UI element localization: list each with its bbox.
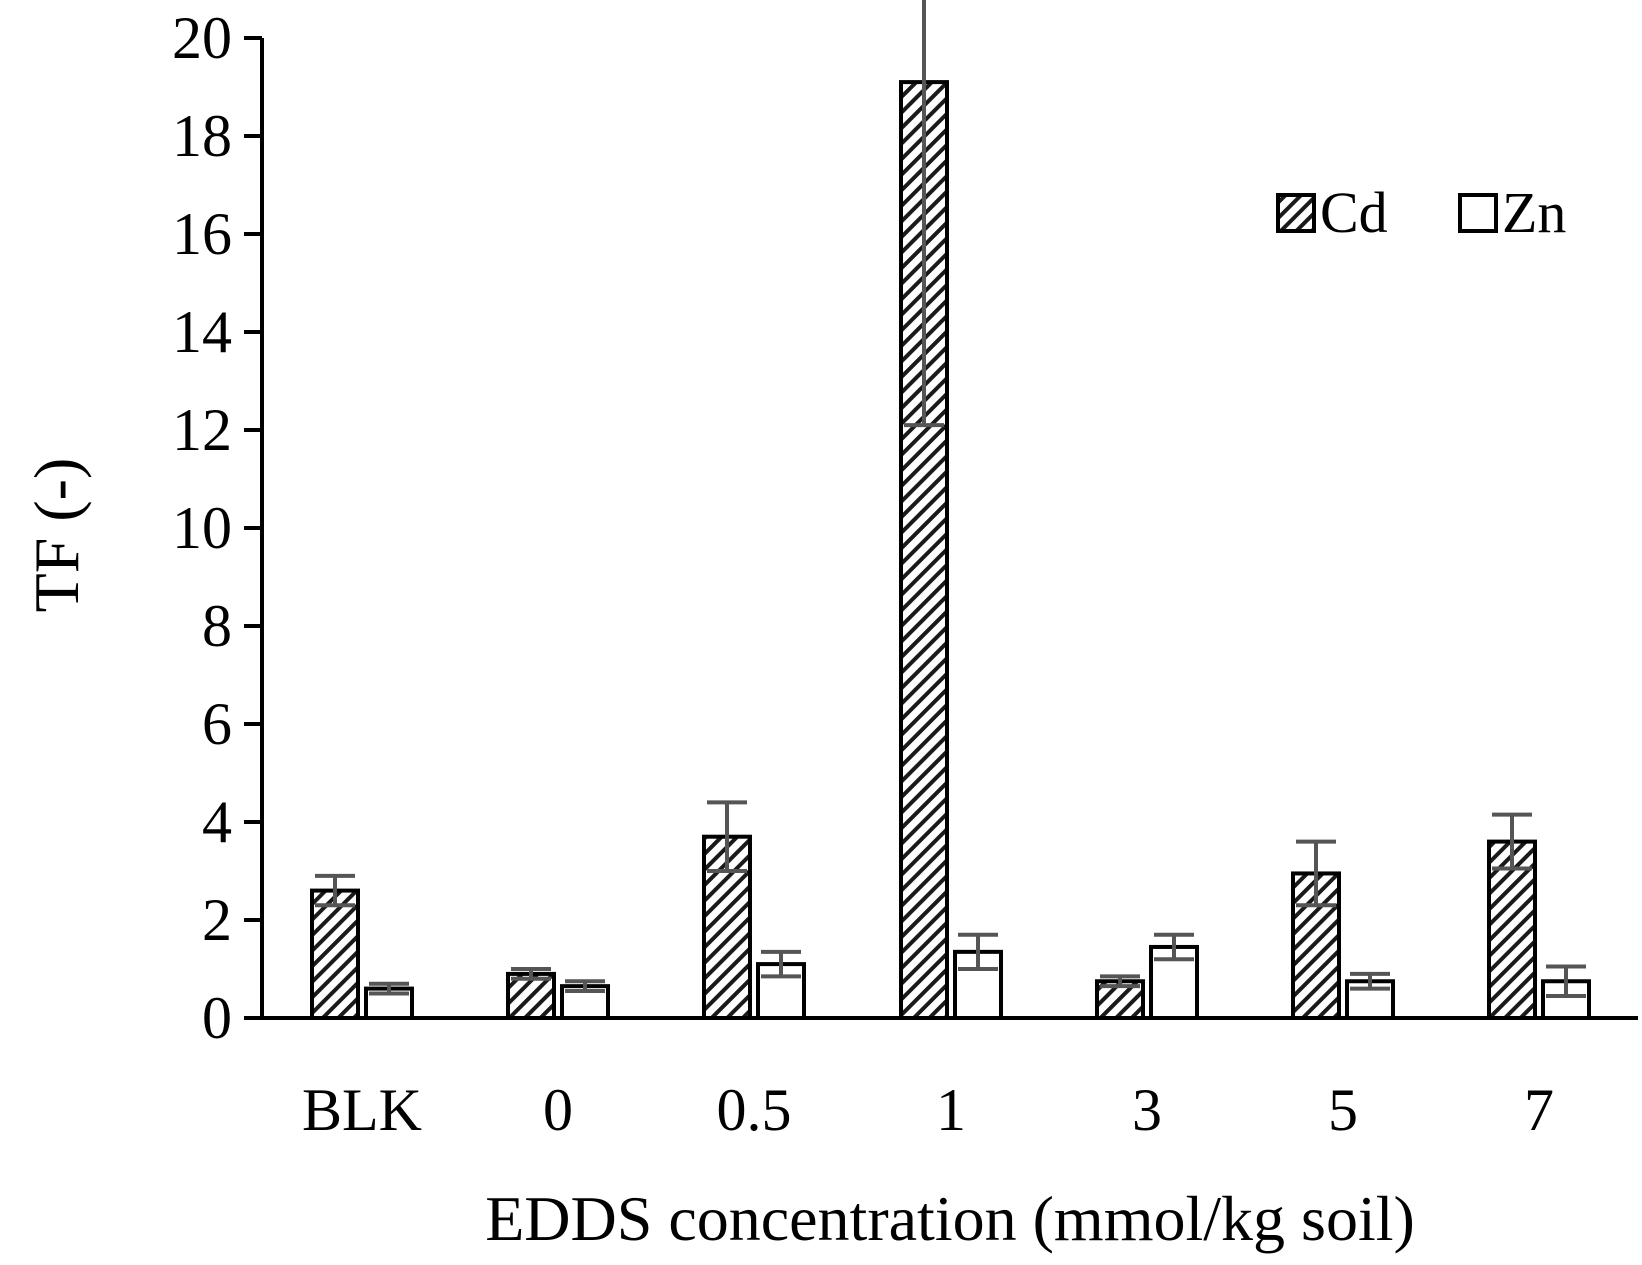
bar-cd <box>310 888 360 1020</box>
x-tick-label: 5 <box>1328 1077 1358 1143</box>
plot-area: 0 2 4 6 8 10 12 14 16 18 20 BLK 0 0.5 1 3 5 7 Cd Zn <box>172 0 1638 1143</box>
y-tick-label: 14 <box>172 299 232 365</box>
x-tick-label: 1 <box>936 1077 966 1143</box>
y-tick-label: 20 <box>172 5 232 71</box>
legend-swatch-zn <box>1458 193 1498 233</box>
x-tick-label: BLK <box>302 1077 422 1143</box>
y-tick-label: 18 <box>172 103 232 169</box>
x-tick-label: 3 <box>1132 1077 1162 1143</box>
y-tick-label: 0 <box>202 985 232 1051</box>
y-tick-label: 10 <box>172 495 232 561</box>
y-axis-title-group: TF (-) <box>21 458 92 613</box>
legend-swatch-cd <box>1276 193 1316 233</box>
bar-cd <box>506 971 556 1021</box>
y-tick-label: 12 <box>172 397 232 463</box>
y-tick-label: 2 <box>202 887 232 953</box>
y-axis-title: TF (-) <box>21 458 92 613</box>
y-tick-label: 4 <box>202 789 232 855</box>
y-tick-label: 16 <box>172 201 232 267</box>
y-tick-label: 8 <box>202 593 232 659</box>
bar-cd <box>1487 839 1537 1020</box>
legend-label-cd: Cd <box>1320 180 1388 245</box>
x-tick-label: 7 <box>1524 1077 1554 1143</box>
x-tick-label: 0.5 <box>717 1077 792 1143</box>
legend-label-zn: Zn <box>1502 180 1566 245</box>
x-axis-title: EDDS concentration (mmol/kg soil) <box>485 1183 1415 1254</box>
y-tick-label: 6 <box>202 691 232 757</box>
x-tick-label: 0 <box>543 1077 573 1143</box>
legend: Cd Zn <box>1276 180 1566 245</box>
